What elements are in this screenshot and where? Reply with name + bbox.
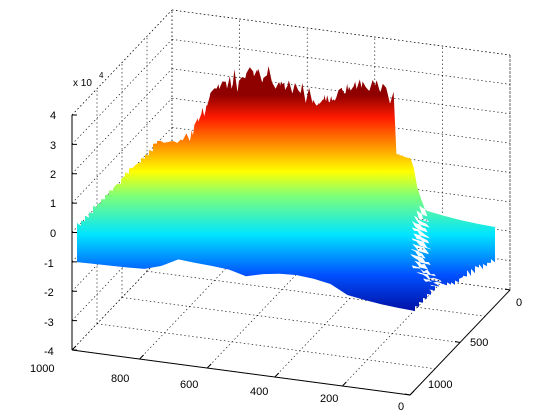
surface-strip [77,150,415,311]
z-exponent-power: 4 [99,71,104,80]
x-tick-label: 1000 [30,363,54,375]
grid-line [171,68,511,115]
grid-line [171,9,511,56]
y-tick-label: 0 [516,297,522,309]
z-axis-ticks: 4 3 2 1 0 -1 -2 -3 -4 [44,110,56,358]
z-tick-label: -2 [44,287,54,299]
z-tick-label: -3 [44,317,54,329]
z-tick-label: 2 [50,169,56,181]
box-edge [71,9,173,116]
x-tick-mark [206,363,212,369]
x-tick-mark [274,372,280,378]
z-tick-label: 0 [50,228,56,240]
z-tick-label: -1 [44,258,54,270]
x-tick-label: 0 [398,401,404,413]
z-tick-label: 3 [50,140,56,152]
y-tick-mark [454,341,461,343]
axes [71,114,511,396]
x-tick-label: 800 [111,373,129,385]
grid-line [96,323,436,370]
surface-plot [77,66,495,311]
x-axis-ticks: 1000 800 600 400 200 0 [30,363,404,413]
x-tick-mark [342,381,347,387]
grid-line [71,39,173,145]
x-tick-label: 600 [180,379,198,391]
x-tick-label: 200 [320,393,338,405]
z-tick-label: -4 [44,346,54,358]
z-tick-label: 4 [50,110,56,122]
z-exponent-label: x 10 4 [73,71,104,89]
x-tick-mark [409,390,415,396]
grid-line [71,97,173,204]
box-edge [171,9,511,56]
x-tick-mark [139,354,144,360]
x-tick-label: 400 [250,386,268,398]
y-tick-mark [404,393,411,396]
y-tick-label: 500 [470,337,488,349]
grid-line [171,39,511,85]
z-exponent-base: x 10 [73,78,92,89]
y-tick-label: 1000 [428,379,452,391]
z-tick-label: 1 [50,198,56,210]
grid-line [121,297,461,343]
grid-line [146,270,486,317]
x-axis-line [71,349,411,396]
x-tick-mark [71,345,77,351]
y-axis-ticks: 0 500 1000 [428,297,522,391]
y-tick-mark [504,288,511,291]
